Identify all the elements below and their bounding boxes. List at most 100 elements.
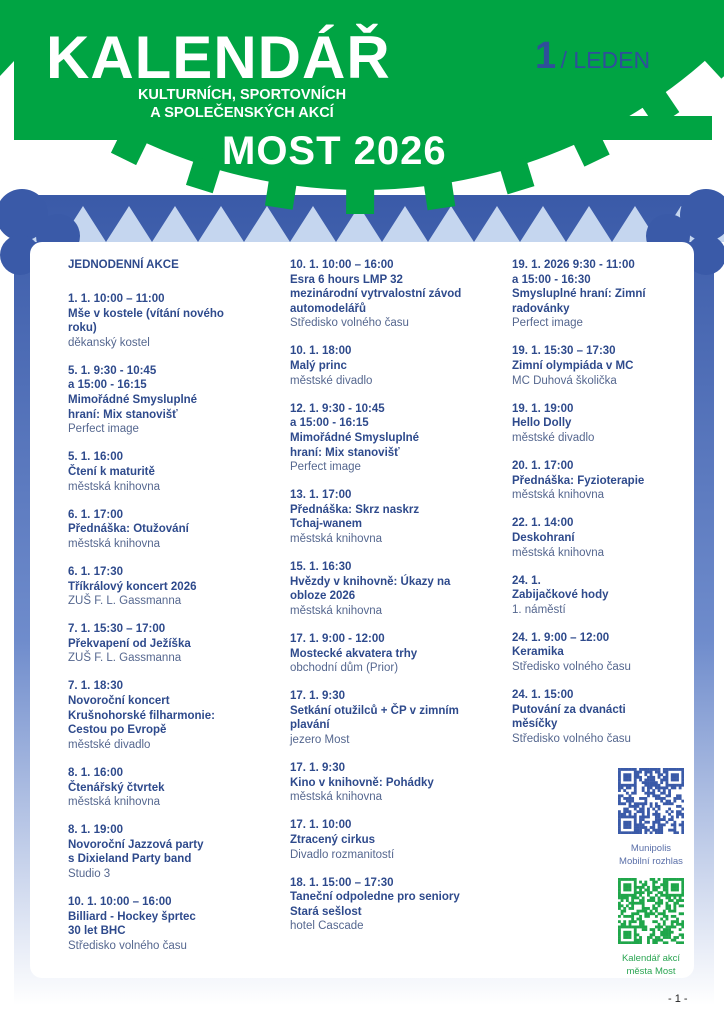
qr-label-line: Mobilní rozhlas xyxy=(619,856,683,867)
qr-label-munipolis: Munipolis Mobilní rozhlas xyxy=(596,842,706,868)
event-date: 7. 1. 15:30 – 17:00 xyxy=(68,623,166,636)
event-venue: ZUŠ F. L. Gassmanna xyxy=(68,595,182,608)
month-label: 1 / LEDEN xyxy=(535,36,650,84)
events-column-3: 19. 1. 2026 9:30 - 11:00 a 15:00 - 16:30… xyxy=(512,258,717,760)
event-date: 8. 1. 16:00 xyxy=(68,766,123,779)
qr-code-icon xyxy=(618,768,685,835)
qr-label-line: města Most xyxy=(626,966,676,977)
event-title: Novoroční Jazzová party s Dixieland Part… xyxy=(68,838,204,866)
qr-code-munipolis[interactable] xyxy=(618,768,685,835)
event-venue: MC Duhová školička xyxy=(512,374,617,387)
event-venue: Divadlo rozmanitostí xyxy=(290,848,395,861)
event-title: Esra 6 hours LMP 32 mezinárodní vytrvalo… xyxy=(290,273,462,315)
qr-label-line: Munipolis xyxy=(630,843,672,854)
event-title: Taneční odpoledne pro seniory Stará sešl… xyxy=(290,891,460,918)
event-title: Smysluplné hraní: Zimní radovánky xyxy=(512,288,646,315)
event-item: 5. 1. 9:30 - 10:45 a 15:00 - 16:15 Mimořá… xyxy=(68,364,273,437)
event-date: 18. 1. 15:00 – 17:30 xyxy=(290,876,394,889)
event-item: 10. 1. 10:00 – 16:00 Esra 6 hours LMP 32 … xyxy=(290,258,495,331)
events-column-1: JEDNODENNÍ AKCE 1. 1. 10:00 – 11:00 Mše v… xyxy=(68,258,273,967)
event-title: Novoroční koncert Krušnohorské filharmon… xyxy=(68,695,215,737)
event-title: Mostecké akvatera trhy xyxy=(290,647,418,660)
event-item: 5. 1. 16:00 Čtení k maturitě městská kniho… xyxy=(68,450,273,494)
event-title: Zabijačkové hody xyxy=(512,589,609,602)
subtitle-line: A SPOLEČENSKÝCH AKCÍ xyxy=(150,105,334,121)
events-card xyxy=(30,242,694,978)
event-venue: městská knihovna xyxy=(512,489,605,502)
event-title: Přednáška: Otužování xyxy=(68,523,189,536)
event-date: 24. 1. xyxy=(512,574,541,587)
event-date: 1. 1. 10:00 – 11:00 xyxy=(68,293,165,305)
event-title: Hello Dolly xyxy=(512,417,572,430)
event-venue: městské divadlo xyxy=(512,431,595,444)
event-date: 20. 1. 17:00 xyxy=(512,460,574,473)
event-item: 7. 1. 15:30 – 17:00 Překvapení od Ježíška… xyxy=(68,622,273,666)
event-date: 24. 1. 15:00 xyxy=(512,689,574,702)
event-venue: Studio 3 xyxy=(68,868,111,880)
event-date: 22. 1. 14:00 xyxy=(512,517,574,530)
event-title: Mimořádné Smysluplné hraní: Mix stanoviš… xyxy=(290,431,420,459)
event-item: 17. 1. 9:30 Kino v knihovně: Pohádky městs… xyxy=(290,761,495,805)
event-title: Přednáška: Skrz naskrz Tchaj-wanem xyxy=(290,503,420,531)
event-date: 12. 1. 9:30 - 10:45 a 15:00 - 16:15 xyxy=(290,402,385,430)
qr-code-calendar[interactable] xyxy=(618,878,685,945)
event-venue: Středisko volného času xyxy=(512,732,631,745)
event-title: Čtení k maturitě xyxy=(68,465,155,478)
event-item: 10. 1. 10:00 – 16:00 Billiard - Hockey šp… xyxy=(68,895,273,953)
event-title: Mše v kostele (vítání nového roku) xyxy=(68,307,224,335)
green-banner xyxy=(14,15,712,140)
event-item: 13. 1. 17:00 Přednáška: Skrz naskrz Tchaj… xyxy=(290,488,495,546)
event-venue: městská knihovna xyxy=(512,546,605,559)
event-venue: městská knihovna xyxy=(68,480,161,493)
event-item: 8. 1. 19:00 Novoroční Jazzová party s Dix… xyxy=(68,823,273,881)
event-item: 12. 1. 9:30 - 10:45 a 15:00 - 16:15 Mimoř… xyxy=(290,402,495,475)
event-item: 15. 1. 16:30 Hvězdy v knihovně: Úkazy na … xyxy=(290,560,495,618)
event-venue: Středisko volného času xyxy=(512,661,631,674)
event-title: Přednáška: Fyzioterapie xyxy=(512,474,645,487)
event-item: 7. 1. 18:30 Novoroční koncert Krušnohorsk… xyxy=(68,679,273,752)
event-item: 19. 1. 15:30 – 17:30 Zimní olympiáda v MC… xyxy=(512,344,717,388)
event-venue: ZUŠ F. L. Gassmanna xyxy=(68,652,182,665)
event-date: 19. 1. 19:00 xyxy=(512,402,574,415)
event-title: Keramika xyxy=(512,646,564,659)
subtitle-line: KULTURNÍCH, SPORTOVNÍCH xyxy=(137,87,347,103)
event-date: 5. 1. 16:00 xyxy=(68,451,123,464)
page-number: - 1 - xyxy=(668,993,688,1005)
event-venue: městské divadlo xyxy=(290,374,373,387)
event-date: 10. 1. 10:00 – 16:00 xyxy=(290,259,394,271)
event-venue: Perfect image xyxy=(512,317,583,330)
qr-code-icon xyxy=(618,878,685,945)
event-item: 18. 1. 15:00 – 17:30 Taneční odpoledne pr… xyxy=(290,876,495,934)
event-date: 8. 1. 19:00 xyxy=(68,824,123,837)
event-item: 17. 1. 10:00 Ztracený cirkus Divadlo rozma… xyxy=(290,818,495,862)
event-venue: městská knihovna xyxy=(68,796,161,809)
event-venue: Perfect image xyxy=(68,423,139,436)
calendar-title: KALENDÁŘ xyxy=(46,24,391,91)
event-venue: jezero Most xyxy=(290,734,350,747)
event-item: 17. 1. 9:30 Setkání otužilců + ČP v zimní… xyxy=(290,689,495,747)
event-venue: Perfect image xyxy=(290,461,361,474)
event-item: 24. 1. 9:00 – 12:00 Keramika Středisko vol… xyxy=(512,631,717,675)
event-item: 6. 1. 17:30 Tříkrálový koncert 2026 ZUŠ F.… xyxy=(68,565,273,609)
event-title: Setkání otužilců + ČP v zimním plavání xyxy=(290,704,459,732)
event-title: Zimní olympiáda v MC xyxy=(512,360,634,373)
event-item: 22. 1. 14:00 Deskohraní městská knihovna xyxy=(512,516,717,560)
qr-label-line: Kalendář akcí xyxy=(621,953,681,964)
event-date: 6. 1. 17:00 xyxy=(68,508,123,521)
event-item: 19. 1. 2026 9:30 - 11:00 a 15:00 - 16:30… xyxy=(512,258,717,331)
event-item: 8. 1. 16:00 Čtenářský čtvrtek městská knih… xyxy=(68,766,273,810)
event-date: 5. 1. 9:30 - 10:45 a 15:00 - 16:15 xyxy=(68,364,157,392)
event-date: 13. 1. 17:00 xyxy=(290,489,352,502)
month-name: / LEDEN xyxy=(560,47,651,73)
event-item: 24. 1. Zabijačkové hody 1. náměstí xyxy=(512,574,717,618)
event-title: Překvapení od Ježíška xyxy=(68,637,191,650)
event-title: Mimořádné Smysluplné hraní: Mix stanoviš… xyxy=(68,394,198,421)
event-item: 17. 1. 9:00 - 12:00 Mostecké akvatera trh… xyxy=(290,632,495,676)
event-date: 19. 1. 2026 9:30 - 11:00 a 15:00 - 16:30 xyxy=(512,259,635,286)
event-date: 17. 1. 9:30 xyxy=(290,762,345,775)
event-title: Ztracený cirkus xyxy=(290,834,376,846)
event-title: Billiard - Hockey šprtec 30 let BHC xyxy=(68,910,196,938)
event-item: 19. 1. 19:00 Hello Dolly městské divadlo xyxy=(512,402,717,446)
event-item: 10. 1. 18:00 Malý princ městské divadlo xyxy=(290,344,495,388)
event-date: 15. 1. 16:30 xyxy=(290,561,352,574)
